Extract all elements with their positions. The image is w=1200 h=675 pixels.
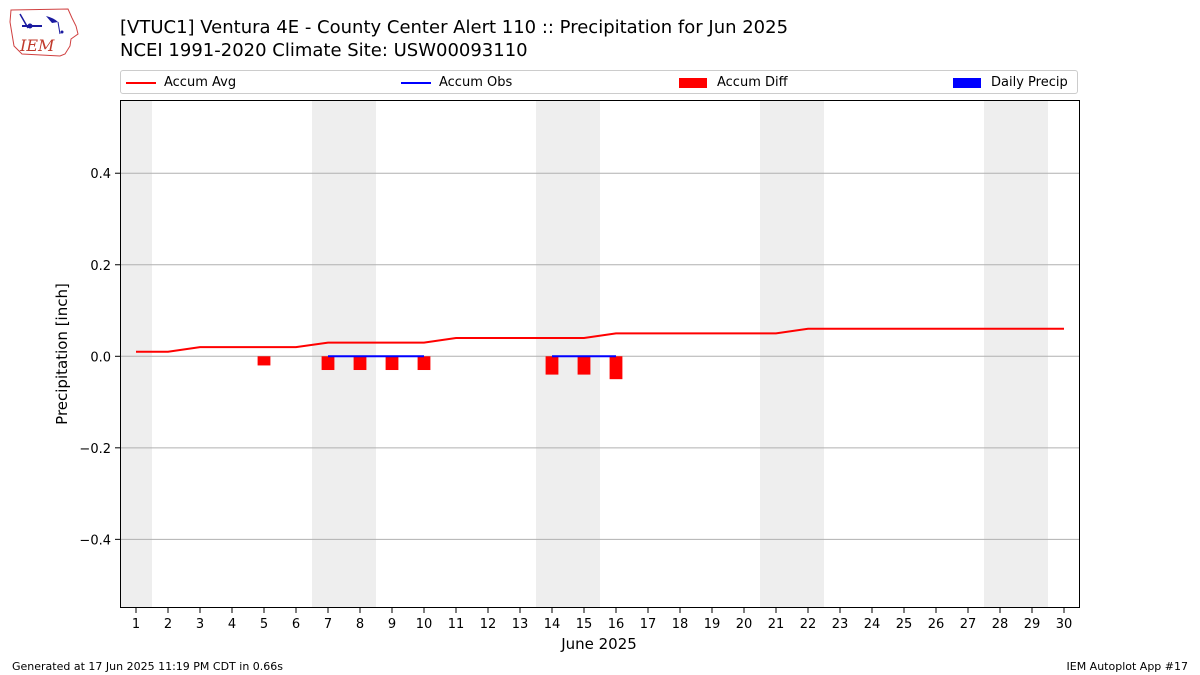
x-tick-label: 10 (416, 617, 433, 632)
x-tick-label: 2 (164, 617, 172, 632)
x-tick-label: 30 (1056, 617, 1073, 632)
x-tick-label: 25 (896, 617, 913, 632)
grid-lines (120, 172, 1080, 540)
x-tick-label: 27 (960, 617, 977, 632)
footer-app: IEM Autoplot App #17 (1066, 660, 1189, 673)
x-tick-label: 7 (324, 617, 332, 632)
accum-diff-bar (321, 356, 335, 371)
legend-label-daily-precip: Daily Precip (991, 75, 1068, 90)
legend-label-accum-obs: Accum Obs (439, 75, 513, 90)
weekend-band (760, 100, 792, 608)
x-axis-label: June 2025 (560, 635, 637, 653)
x-tick-label: 12 (480, 617, 497, 632)
footer-generated: Generated at 17 Jun 2025 11:19 PM CDT in… (12, 660, 284, 673)
x-tick-label: 3 (196, 617, 204, 632)
x-tick-label: 6 (292, 617, 300, 632)
accum-diff-bar (385, 356, 399, 371)
x-tick-label: 20 (736, 617, 753, 632)
x-axis-ticks: 1 2 3 4 5 6 7 8 9 10 11 12 13 14 15 16 17 18 19 20 21 22 23 24 2… (132, 608, 1072, 632)
accum-diff-bar (353, 356, 367, 371)
x-tick-label: 4 (228, 617, 236, 632)
x-tick-label: 22 (800, 617, 817, 632)
plot-frame (120, 100, 1080, 608)
legend-item-daily-precip: Daily Precip (953, 74, 1068, 92)
x-tick-label: 13 (512, 617, 529, 632)
x-tick-label: 28 (992, 617, 1009, 632)
weekend-band (984, 100, 1016, 608)
accum-diff-bar (545, 356, 559, 375)
y-axis-label: Precipitation [inch] (53, 283, 71, 425)
legend-swatch-accum-obs (401, 81, 431, 84)
x-tick-label: 1 (132, 617, 140, 632)
logo-text: IEM (19, 36, 55, 55)
iem-logo: IEM (8, 6, 80, 60)
accum-diff-bars (257, 356, 623, 380)
weekend-band (344, 100, 376, 608)
x-tick-label: 29 (1024, 617, 1041, 632)
accum-diff-bar (609, 356, 623, 380)
x-tick-label: 21 (768, 617, 785, 632)
x-tick-label: 9 (388, 617, 396, 632)
x-tick-label: 16 (608, 617, 625, 632)
x-tick-label: 18 (672, 617, 689, 632)
x-tick-label: 5 (260, 617, 268, 632)
legend-label-accum-avg: Accum Avg (164, 75, 237, 90)
y-tick-label: 0.2 (90, 259, 111, 274)
y-tick-label: −0.4 (79, 533, 111, 548)
weekend-band (568, 100, 600, 608)
chart-title: [VTUC1] Ventura 4E - County Center Alert… (120, 17, 789, 38)
x-tick-label: 23 (832, 617, 849, 632)
weekend-band (120, 100, 152, 608)
chart-subtitle: NCEI 1991-2020 Climate Site: USW00093110 (120, 40, 528, 61)
y-tick-label: 0.4 (90, 167, 111, 182)
legend-label-accum-diff: Accum Diff (717, 75, 788, 90)
accum-avg-line (136, 327, 1064, 353)
x-tick-label: 15 (576, 617, 593, 632)
weekend-band (792, 100, 824, 608)
weekend-band (1016, 100, 1048, 608)
accum-diff-bar (577, 356, 591, 375)
x-tick-label: 11 (448, 617, 465, 632)
legend-swatch-accum-diff (679, 77, 707, 88)
weekend-band (312, 100, 344, 608)
y-tick-label: −0.2 (79, 442, 111, 457)
y-axis-ticks: −0.4 −0.2 0.0 0.2 0.4 (79, 167, 120, 548)
legend-swatch-daily-precip (953, 77, 981, 88)
accum-diff-bar (257, 356, 271, 366)
weekend-shading (120, 100, 1048, 608)
legend-item-accum-obs: Accum Obs (401, 74, 512, 92)
weekend-band (536, 100, 568, 608)
x-tick-label: 8 (356, 617, 364, 632)
accum-diff-bar (417, 356, 431, 371)
x-tick-label: 19 (704, 617, 721, 632)
chart-legend: Accum Avg Accum Obs Accum Diff Daily Pre… (120, 70, 1078, 94)
y-tick-label: 0.0 (90, 350, 111, 365)
legend-item-accum-avg: Accum Avg (126, 74, 236, 92)
x-tick-label: 26 (928, 617, 945, 632)
legend-item-accum-diff: Accum Diff (679, 74, 788, 92)
x-tick-label: 14 (544, 617, 561, 632)
legend-swatch-accum-avg (126, 81, 156, 84)
x-tick-label: 17 (640, 617, 657, 632)
x-tick-label: 24 (864, 617, 881, 632)
series-lines (136, 327, 1064, 358)
